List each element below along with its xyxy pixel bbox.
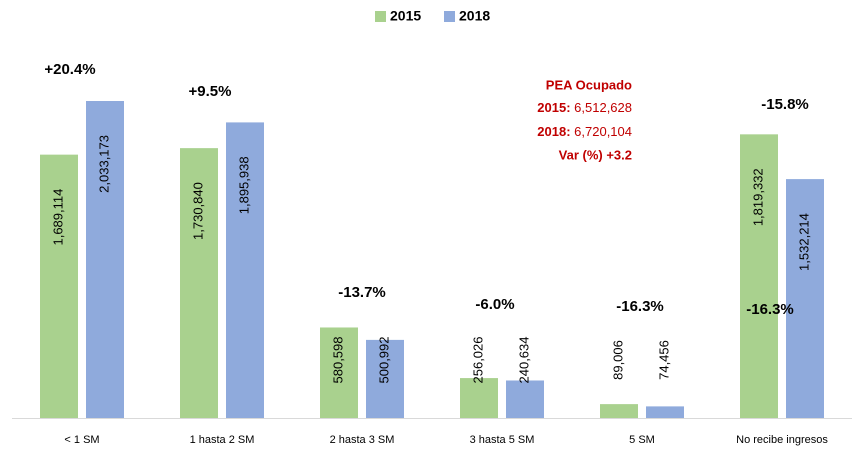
bar bbox=[600, 404, 638, 418]
value-label: 89,006 bbox=[610, 340, 625, 380]
box-value: 6,720,104 bbox=[574, 124, 632, 139]
annotation: -15.8% bbox=[761, 96, 809, 113]
box-label: 2018: bbox=[537, 124, 570, 139]
legend-label: 2018 bbox=[459, 8, 490, 24]
box-title: PEA Ocupado bbox=[546, 77, 632, 92]
value-label: 1,689,114 bbox=[50, 189, 65, 246]
value-label: 1,895,938 bbox=[236, 156, 251, 214]
bar bbox=[786, 179, 824, 418]
box-line: 2018: 6,720,104 bbox=[537, 124, 632, 139]
x-tick-label: 1 hasta 2 SM bbox=[190, 434, 255, 446]
value-label: 1,730,840 bbox=[190, 182, 205, 240]
annotation: -6.0% bbox=[475, 296, 514, 313]
value-label: 1,532,214 bbox=[796, 213, 811, 271]
legend-label: 2015 bbox=[390, 8, 421, 24]
legend-swatch bbox=[375, 11, 386, 22]
bar bbox=[320, 327, 358, 418]
annotation: +20.4% bbox=[44, 61, 95, 78]
x-tick-label: 3 hasta 5 SM bbox=[470, 434, 535, 446]
annotation: -16.3% bbox=[746, 301, 794, 318]
value-label: 2,033,173 bbox=[96, 135, 111, 193]
x-tick-label: No recibe ingresos bbox=[736, 434, 828, 446]
value-label: 580,598 bbox=[330, 337, 345, 384]
box-value: 6,512,628 bbox=[574, 100, 632, 115]
bar bbox=[460, 378, 498, 418]
legend-swatch bbox=[444, 11, 455, 22]
bar bbox=[86, 101, 124, 418]
annotation: -13.7% bbox=[338, 284, 386, 301]
box-var: Var (%) +3.2 bbox=[559, 147, 632, 162]
bar bbox=[646, 406, 684, 418]
value-label: 240,634 bbox=[516, 337, 531, 384]
bar bbox=[180, 148, 218, 418]
box-line: 2015: 6,512,628 bbox=[537, 100, 632, 115]
bar bbox=[40, 154, 78, 418]
value-label: 500,992 bbox=[376, 337, 391, 384]
bar bbox=[740, 134, 778, 418]
bar bbox=[366, 339, 404, 418]
bar bbox=[506, 380, 544, 418]
value-label: 256,026 bbox=[470, 337, 485, 384]
x-tick-label: < 1 SM bbox=[64, 434, 99, 446]
value-label: 1,819,332 bbox=[750, 168, 765, 226]
x-tick-label: 5 SM bbox=[629, 434, 655, 446]
annotation: -16.3% bbox=[616, 298, 664, 315]
box-label: 2015: bbox=[537, 100, 570, 115]
bar bbox=[226, 122, 264, 418]
x-tick-label: 2 hasta 3 SM bbox=[330, 434, 395, 446]
value-label: 74,456 bbox=[656, 340, 671, 380]
annotation: +9.5% bbox=[189, 83, 232, 100]
